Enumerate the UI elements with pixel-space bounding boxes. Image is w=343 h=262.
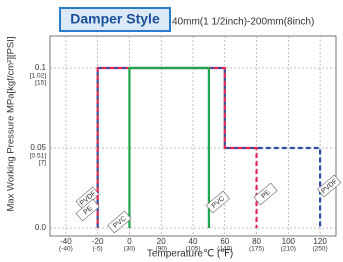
x-tick-sublabel: (210) [281, 246, 296, 253]
series-tag: PVC [108, 211, 131, 233]
series-line [98, 68, 257, 228]
y-tick-sublabel: [15] [35, 80, 46, 87]
x-tick-sublabel: (30) [124, 246, 136, 253]
y-tick-sublabel: [0.51] [30, 153, 46, 160]
x-tick-sublabel: (-5) [93, 246, 103, 253]
y-axis-label: Max Working Pressure MPa[kgf/cm²][PSI] [6, 36, 17, 211]
x-tick-sublabel: (90) [155, 246, 167, 253]
x-tick-sublabel: (140) [217, 246, 232, 253]
y-tick-sublabel: [1.02] [30, 73, 46, 80]
x-tick-sublabel: (105) [185, 246, 200, 253]
series-line [129, 68, 208, 228]
chart-title: Damper Style [70, 11, 160, 27]
x-tick-sublabel: (-40) [59, 246, 73, 253]
y-tick-sublabel: [7] [39, 160, 46, 167]
chart-subtitle: 40mm(1 1/2inch)-200mm(8inch) [172, 17, 314, 28]
y-tick-label: 0.05 [30, 143, 46, 152]
y-tick-label: 0.1 [35, 63, 47, 72]
x-tick-sublabel: (175) [249, 246, 264, 253]
x-tick-sublabel: (250) [313, 246, 328, 253]
chart: Damper Style 40mm(1 1/2inch)-200mm(8inch… [0, 0, 343, 262]
y-tick-label: 0.0 [35, 223, 47, 232]
